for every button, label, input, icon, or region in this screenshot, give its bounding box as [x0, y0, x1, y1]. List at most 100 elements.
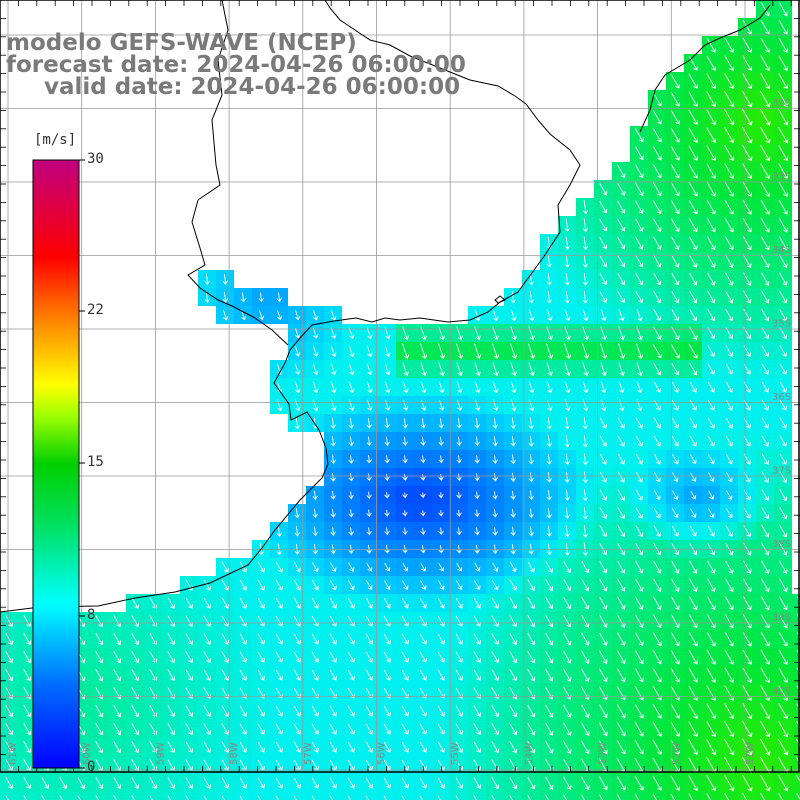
wind-arrow	[492, 399, 499, 412]
wind-arrow	[617, 164, 626, 178]
wind-arrow	[635, 507, 643, 519]
wind-arrow	[652, 667, 662, 683]
wind-arrow	[383, 597, 391, 609]
wind-arrow	[294, 363, 301, 375]
wind-arrow	[510, 472, 516, 482]
wind-arrow	[167, 669, 176, 682]
wind-speed-cell	[72, 792, 90, 800]
wind-arrow	[131, 633, 140, 646]
wind-arrow	[203, 705, 211, 717]
wind-arrow	[617, 453, 625, 465]
wind-arrow	[742, 254, 752, 269]
wind-arrow	[113, 759, 122, 772]
wind-arrow	[23, 723, 32, 736]
wind-arrow	[706, 721, 717, 738]
wind-arrow	[419, 669, 427, 681]
wind-arrow	[312, 508, 318, 519]
wind-arrow	[473, 633, 481, 645]
wind-arrow	[456, 362, 463, 377]
wind-arrow	[330, 490, 336, 500]
wind-arrow	[41, 795, 45, 800]
wind-arrow	[564, 254, 571, 268]
wind-arrow	[707, 525, 715, 537]
wind-arrow	[474, 527, 480, 536]
wind-arrow	[635, 614, 644, 628]
wind-arrow	[383, 723, 391, 735]
wind-arrow	[760, 721, 771, 738]
wind-arrow	[384, 399, 391, 411]
wind-arrow	[438, 381, 445, 394]
wind-arrow	[582, 381, 589, 394]
wind-speed-cell	[702, 792, 720, 800]
wind-arrow	[149, 795, 153, 800]
wind-speed-cell	[288, 792, 306, 800]
wind-arrow	[617, 632, 626, 646]
wind-arrow	[312, 544, 318, 555]
wind-arrow	[634, 182, 644, 197]
wind-arrow	[582, 417, 589, 430]
wind-arrow	[724, 109, 735, 126]
wind-arrow	[239, 579, 247, 591]
wind-arrow	[636, 381, 643, 394]
wind-arrow	[617, 435, 625, 447]
wind-arrow	[293, 705, 301, 717]
wind-arrow	[77, 777, 86, 790]
wind-speed-cell	[504, 792, 522, 800]
wind-speed-cell	[522, 792, 540, 800]
wind-arrow	[599, 489, 607, 501]
wind-arrow	[760, 163, 771, 180]
wind-arrow	[724, 181, 735, 197]
wind-arrow	[348, 509, 354, 518]
wind-arrow	[652, 632, 662, 647]
wind-speed-cell	[342, 792, 360, 800]
wind-speed-cell	[792, 666, 800, 684]
wind-arrow	[653, 417, 661, 429]
wind-arrow	[760, 774, 771, 792]
wind-arrow	[564, 273, 571, 286]
wind-arrow	[527, 740, 536, 754]
wind-arrow	[616, 668, 626, 683]
wind-arrow	[652, 775, 662, 791]
wind-arrow	[725, 560, 734, 574]
wind-arrow	[185, 705, 194, 718]
wind-arrow	[474, 343, 482, 360]
latitude-labels: 32S 33S 34S 35S 36S 37S 38S 39S 40S	[772, 98, 791, 697]
wind-speed-cell	[792, 756, 800, 774]
wind-arrow	[365, 705, 373, 717]
wind-arrow	[724, 685, 735, 701]
wind-arrow	[528, 454, 534, 465]
wind-arrow	[185, 795, 189, 800]
wind-arrow	[347, 633, 355, 645]
wind-arrow	[760, 73, 771, 90]
wind-arrow	[293, 651, 301, 663]
wind-arrow	[688, 73, 699, 89]
wind-arrow	[760, 126, 771, 144]
wind-arrow	[384, 509, 390, 517]
wind-arrow	[131, 759, 140, 772]
wind-arrow	[113, 777, 122, 790]
wind-arrow	[366, 381, 373, 394]
wind-arrow	[330, 562, 337, 572]
wind-arrow	[670, 145, 680, 161]
wind-arrow	[257, 705, 265, 717]
wind-arrow	[23, 633, 32, 646]
wind-arrow	[491, 741, 500, 754]
wind-arrow	[419, 741, 427, 753]
wind-arrow	[617, 525, 626, 538]
wind-arrow	[652, 650, 662, 665]
wind-arrow	[527, 651, 536, 664]
wind-arrow	[113, 633, 122, 646]
wind-arrow	[311, 633, 319, 645]
wind-arrow	[725, 525, 733, 537]
wind-arrow	[671, 291, 680, 304]
wind-arrow	[653, 362, 662, 376]
wind-arrow	[528, 399, 535, 412]
wind-speed-cell	[486, 792, 504, 800]
wind-arrow	[671, 272, 680, 286]
wind-arrow	[348, 473, 354, 482]
wind-arrow	[564, 507, 570, 520]
wind-arrow	[761, 560, 770, 574]
wind-arrow	[653, 309, 662, 322]
wind-arrow	[545, 632, 554, 646]
wind-arrow	[492, 473, 498, 482]
